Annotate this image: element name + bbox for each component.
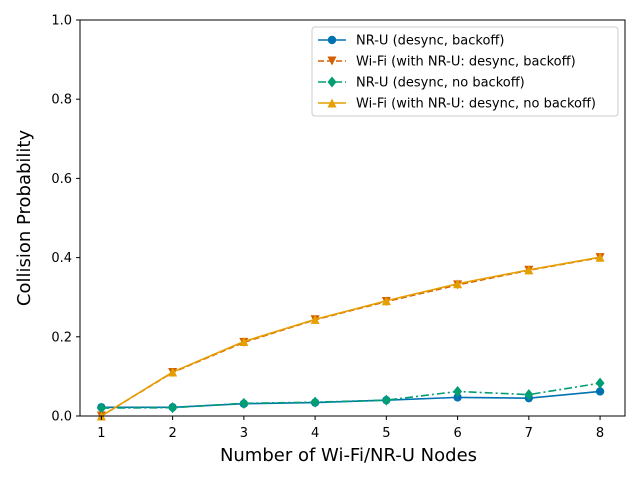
legend-marker [327,56,337,66]
y-axis-label: Collision Probability [14,130,35,307]
y-tick-label: 0.8 [51,93,72,108]
x-tick-label: 1 [97,426,105,441]
x-tick-label: 8 [596,426,604,441]
data-point [453,393,462,402]
legend-item: Wi-Fi (with NR-U: desync, backoff) [318,55,576,70]
x-tick-label: 6 [453,426,461,441]
data-point [595,252,605,262]
data-point [595,377,605,389]
x-tick-label: 2 [168,426,176,441]
data-point [453,279,463,289]
data-point [310,314,320,324]
legend: NR-U (desync, backoff) Wi-Fi (with NR-U: … [311,26,619,117]
series-3 [96,377,605,414]
data-point [239,337,249,347]
series-line [100,256,601,417]
data-point [96,402,106,414]
plot-area-frame [79,19,626,417]
data-point [524,389,534,401]
y-tick-label: 1.0 [51,14,72,29]
x-axis: 1 2 3 4 5 6 7 8 [97,416,604,441]
legend-box [311,26,619,117]
legend-marker [327,35,337,45]
data-point [524,265,534,275]
y-tick-label: 0.2 [51,330,72,345]
y-tick-label: 0.6 [51,172,72,187]
y-axis: 0.0 0.2 0.4 0.6 0.8 1.0 [51,14,80,425]
x-tick-label: 3 [240,426,248,441]
legend-label: Wi-Fi (with NR-U: desync, no backoff) [356,97,596,112]
legend-item: Wi-Fi (with NR-U: desync, no backoff) [318,97,596,112]
data-point [381,394,391,406]
y-tick-label: 0.0 [51,410,72,425]
data-point [310,396,320,408]
data-point [595,387,605,396]
legend-marker [327,98,337,108]
legend-item: NR-U (desync, backoff) [318,34,504,49]
plot-series-layer [96,252,605,421]
series-4 [96,252,605,421]
legend-item: NR-U (desync, no backoff) [318,76,525,91]
legend-marker [327,76,337,88]
data-point [453,385,463,397]
x-tick-label: 5 [382,426,390,441]
series-line [100,256,601,417]
y-tick-label: 0.4 [51,251,72,266]
x-axis-label: Number of Wi-Fi/NR-U Nodes [220,445,477,466]
data-point [168,402,178,414]
legend-label: NR-U (desync, backoff) [356,34,504,49]
legend-label: NR-U (desync, no backoff) [356,76,525,91]
data-point [168,367,178,377]
legend-label: Wi-Fi (with NR-U: desync, backoff) [356,55,576,70]
data-point [381,296,391,306]
x-tick-label: 4 [311,426,319,441]
data-point [239,397,249,409]
series-line [101,382,601,409]
x-tick-label: 7 [525,426,533,441]
